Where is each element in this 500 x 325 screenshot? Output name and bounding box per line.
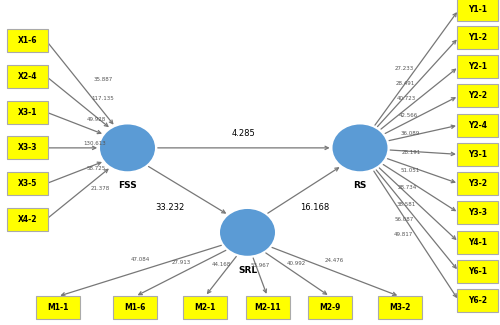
Text: Y2-2: Y2-2 — [468, 91, 487, 100]
Text: 49.817: 49.817 — [394, 232, 413, 237]
Text: 36.089: 36.089 — [401, 131, 420, 136]
FancyBboxPatch shape — [457, 113, 498, 136]
Text: 21.378: 21.378 — [91, 187, 110, 191]
FancyBboxPatch shape — [183, 296, 227, 318]
Text: M1-6: M1-6 — [124, 303, 146, 312]
FancyBboxPatch shape — [457, 260, 498, 283]
Text: X3-5: X3-5 — [18, 179, 37, 188]
Text: 40.723: 40.723 — [397, 96, 416, 101]
Ellipse shape — [220, 209, 275, 256]
Text: M3-2: M3-2 — [390, 303, 410, 312]
Text: Y2-4: Y2-4 — [468, 121, 487, 130]
Text: Y6-1: Y6-1 — [468, 267, 487, 276]
FancyBboxPatch shape — [8, 100, 48, 124]
Text: X3-3: X3-3 — [18, 143, 37, 152]
FancyBboxPatch shape — [8, 65, 48, 88]
Text: Y2-1: Y2-1 — [468, 62, 487, 71]
FancyBboxPatch shape — [457, 0, 498, 21]
Text: M2-1: M2-1 — [194, 303, 216, 312]
FancyBboxPatch shape — [36, 296, 80, 318]
Text: X4-2: X4-2 — [18, 215, 37, 224]
Text: 49.928: 49.928 — [87, 117, 106, 122]
Text: 40.992: 40.992 — [287, 261, 306, 266]
Text: X1-6: X1-6 — [18, 36, 37, 45]
FancyBboxPatch shape — [457, 289, 498, 312]
Text: Y4-1: Y4-1 — [468, 238, 487, 247]
Text: M1-1: M1-1 — [47, 303, 68, 312]
Ellipse shape — [332, 124, 388, 171]
Text: 33.232: 33.232 — [156, 203, 184, 212]
Text: 117.135: 117.135 — [91, 96, 114, 101]
Text: 38.581: 38.581 — [396, 202, 415, 207]
Text: Y3-2: Y3-2 — [468, 179, 487, 188]
FancyBboxPatch shape — [457, 84, 498, 107]
FancyBboxPatch shape — [8, 29, 48, 52]
FancyBboxPatch shape — [457, 55, 498, 78]
Text: 16.168: 16.168 — [300, 203, 330, 212]
Text: 28.734: 28.734 — [398, 186, 417, 190]
FancyBboxPatch shape — [8, 136, 48, 159]
Text: 47.084: 47.084 — [131, 257, 150, 262]
Ellipse shape — [100, 124, 155, 171]
Text: 27.913: 27.913 — [172, 260, 192, 265]
Text: 51.051: 51.051 — [400, 168, 419, 173]
Text: 24.476: 24.476 — [325, 258, 344, 263]
FancyBboxPatch shape — [378, 296, 422, 318]
Text: FSS: FSS — [118, 181, 137, 190]
Text: Y1-1: Y1-1 — [468, 5, 487, 14]
Text: RS: RS — [354, 181, 366, 190]
Text: M2-11: M2-11 — [254, 303, 281, 312]
Text: Y6-2: Y6-2 — [468, 296, 487, 305]
Text: X3-1: X3-1 — [18, 108, 37, 117]
FancyBboxPatch shape — [457, 26, 498, 49]
FancyBboxPatch shape — [8, 208, 48, 231]
Text: X2-4: X2-4 — [18, 72, 37, 81]
Text: Y3-3: Y3-3 — [468, 208, 487, 217]
FancyBboxPatch shape — [8, 172, 48, 195]
Text: 56.087: 56.087 — [395, 217, 414, 222]
FancyBboxPatch shape — [457, 201, 498, 224]
FancyBboxPatch shape — [113, 296, 157, 318]
Text: M2-9: M2-9 — [320, 303, 340, 312]
Text: Y1-2: Y1-2 — [468, 33, 487, 42]
Text: 27.233: 27.233 — [394, 66, 413, 71]
Text: Y3-1: Y3-1 — [468, 150, 487, 159]
FancyBboxPatch shape — [308, 296, 352, 318]
Text: 28.491: 28.491 — [396, 81, 414, 85]
FancyBboxPatch shape — [457, 172, 498, 195]
Text: 44.168: 44.168 — [212, 262, 231, 267]
Text: 28.191: 28.191 — [402, 150, 420, 155]
Text: 130.613: 130.613 — [84, 141, 106, 146]
Text: SRL: SRL — [238, 266, 257, 275]
Text: 53.967: 53.967 — [250, 263, 270, 268]
Text: 4.285: 4.285 — [232, 129, 256, 138]
FancyBboxPatch shape — [457, 231, 498, 254]
Text: 35.887: 35.887 — [94, 77, 113, 82]
Text: 42.566: 42.566 — [399, 113, 418, 118]
FancyBboxPatch shape — [457, 143, 498, 166]
Text: 58.725: 58.725 — [87, 166, 106, 171]
FancyBboxPatch shape — [246, 296, 290, 318]
